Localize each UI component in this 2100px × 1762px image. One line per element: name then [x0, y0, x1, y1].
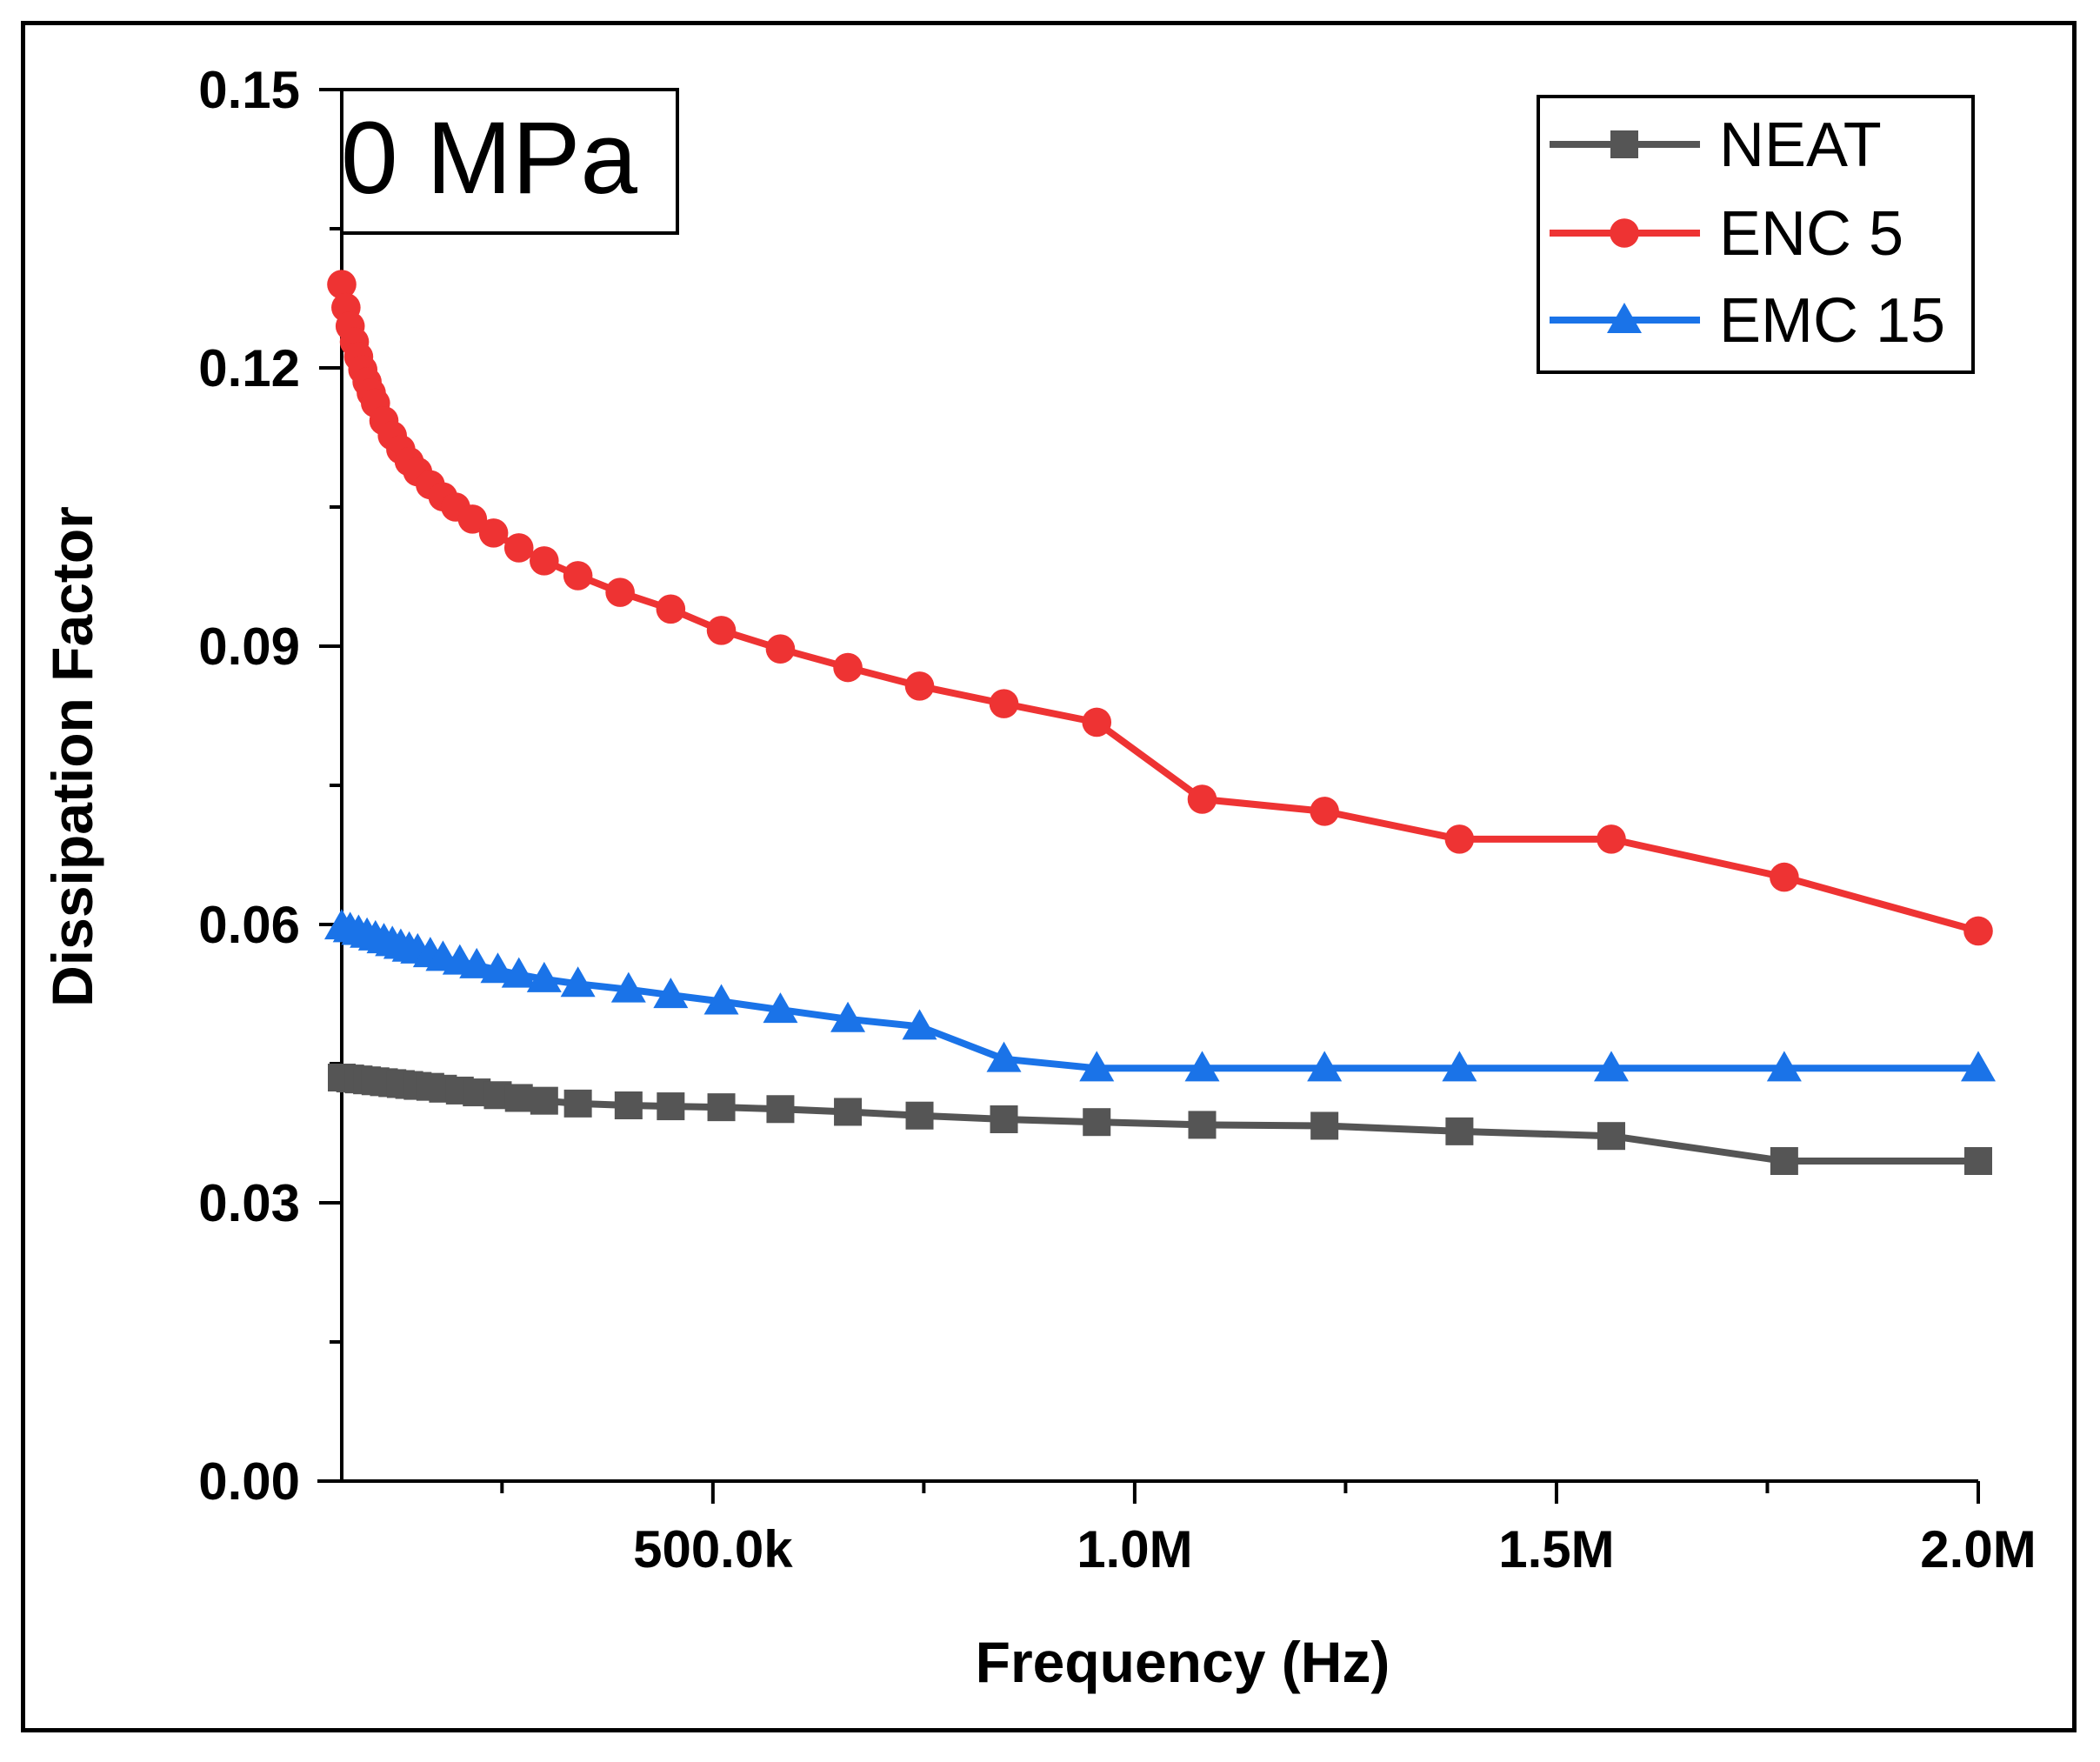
data-point-enc-5 — [833, 652, 863, 683]
data-point-enc-5 — [530, 546, 559, 576]
data-point-neat — [707, 1093, 736, 1122]
x-tick-label: 1.0M — [1077, 1520, 1192, 1578]
data-point-neat — [563, 1089, 592, 1118]
legend-entries: NEAT ENC 5 EMC 15 — [1550, 110, 1945, 356]
data-point-enc-5 — [656, 594, 686, 624]
data-point-emc-15 — [1594, 1051, 1630, 1082]
data-point-neat — [834, 1098, 863, 1126]
data-point-enc-5 — [1444, 824, 1475, 854]
data-point-emc-15 — [610, 971, 646, 1003]
data-point-neat — [1770, 1147, 1798, 1175]
annotation-label: 0 MPa — [341, 101, 637, 216]
data-point-enc-5 — [904, 671, 935, 701]
y-tick-label: 0.06 — [198, 896, 300, 954]
legend-label: NEAT — [1719, 110, 1882, 180]
figure-frame — [21, 21, 2077, 1732]
data-point-emc-15 — [830, 1001, 866, 1032]
data-point-neat — [1445, 1117, 1474, 1145]
y-tick-label: 0.09 — [198, 617, 300, 676]
data-point-neat — [657, 1092, 685, 1121]
data-point-emc-15 — [501, 957, 537, 988]
data-point-enc-5 — [706, 616, 737, 645]
y-axis-title: Dissipation Factor — [40, 506, 104, 1007]
legend-item-neat: NEAT — [1550, 110, 1882, 180]
data-point-enc-5 — [457, 504, 488, 534]
y-tick-label: 0.15 — [198, 61, 300, 119]
data-point-emc-15 — [459, 947, 495, 978]
data-point-enc-5 — [1597, 824, 1626, 854]
legend-item-emc-15: EMC 15 — [1550, 286, 1945, 356]
series-line-enc-5 — [338, 284, 1980, 935]
y-tick-label: 0.03 — [198, 1174, 300, 1232]
data-point-emc-15 — [703, 984, 739, 1015]
data-point-emc-15 — [986, 1041, 1022, 1072]
annotation-box-border — [340, 88, 679, 235]
data-point-enc-5 — [605, 577, 635, 607]
legend-marker — [1610, 218, 1639, 248]
data-point-emc-15 — [653, 978, 689, 1009]
x-tick-label: 2.0M — [1920, 1520, 2036, 1578]
series-line-emc-15 — [340, 923, 1978, 1072]
y-tick-label: 0.12 — [198, 339, 300, 397]
data-point-enc-5 — [1310, 797, 1339, 826]
data-point-neat — [1188, 1111, 1217, 1139]
data-point-enc-5 — [989, 689, 1019, 718]
data-point-neat — [1964, 1147, 1992, 1175]
data-point-neat — [990, 1105, 1018, 1133]
data-point-emc-15 — [1307, 1051, 1343, 1082]
data-point-neat — [905, 1101, 934, 1130]
data-point-emc-15 — [1766, 1051, 1802, 1082]
data-point-emc-15 — [1442, 1051, 1477, 1082]
data-point-enc-5 — [503, 533, 534, 563]
data-point-emc-15 — [480, 952, 516, 984]
data-point-enc-5 — [1082, 707, 1112, 738]
data-point-emc-15 — [763, 992, 798, 1024]
plot-series — [324, 270, 1996, 1175]
data-point-neat — [504, 1084, 533, 1112]
data-point-neat — [614, 1091, 643, 1119]
pressure-annotation: 0 MPa — [340, 88, 679, 235]
legend-marker — [1607, 303, 1642, 333]
legend-item-enc-5: ENC 5 — [1550, 199, 1903, 269]
data-point-neat — [766, 1095, 795, 1124]
data-point-enc-5 — [563, 561, 593, 591]
series-neat — [328, 1064, 1992, 1175]
data-point-emc-15 — [1184, 1051, 1220, 1082]
data-point-enc-5 — [478, 518, 509, 548]
data-point-emc-15 — [526, 961, 562, 992]
data-point-emc-15 — [1961, 1051, 1996, 1082]
data-point-emc-15 — [1079, 1051, 1115, 1082]
tick-labels: 0.00 0.03 0.06 0.09 0.12 0.15 500.0k 1.0M 1.5M 2.… — [198, 61, 2036, 1578]
legend-label: ENC 5 — [1719, 199, 1903, 269]
x-tick-label: 500.0k — [633, 1520, 793, 1578]
data-point-enc-5 — [1770, 862, 1799, 892]
data-point-enc-5 — [327, 270, 357, 299]
data-point-emc-15 — [902, 1009, 937, 1040]
data-point-neat — [530, 1086, 558, 1115]
series-enc-5 — [327, 270, 1993, 946]
data-point-enc-5 — [1963, 916, 1993, 946]
data-point-enc-5 — [765, 634, 796, 664]
data-point-neat — [1310, 1111, 1339, 1140]
x-axis-title: Frequency (Hz) — [976, 1630, 1390, 1694]
data-point-neat — [1083, 1108, 1111, 1137]
data-point-neat — [1597, 1122, 1626, 1151]
data-point-emc-15 — [560, 966, 596, 998]
legend: NEAT ENC 5 EMC 15 — [1537, 95, 1975, 374]
legend-label: EMC 15 — [1719, 286, 1945, 356]
legend-marker — [1610, 130, 1638, 158]
series-emc-15 — [324, 909, 1996, 1082]
y-tick-label: 0.00 — [198, 1452, 300, 1511]
x-tick-label: 1.5M — [1498, 1520, 1614, 1578]
data-point-enc-5 — [1187, 784, 1217, 814]
